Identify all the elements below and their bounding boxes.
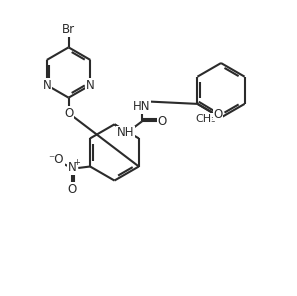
Text: N: N — [67, 162, 76, 174]
Text: NH: NH — [117, 126, 135, 139]
Text: O: O — [64, 107, 73, 120]
Text: O: O — [67, 183, 76, 196]
Text: N: N — [42, 79, 51, 91]
Text: O: O — [214, 108, 223, 121]
Text: Br: Br — [62, 23, 75, 36]
Text: HN: HN — [133, 100, 151, 113]
Text: N: N — [86, 79, 95, 91]
Text: +: + — [73, 158, 80, 168]
Text: ⁻O: ⁻O — [49, 153, 64, 166]
Text: CH₃: CH₃ — [195, 114, 216, 124]
Text: O: O — [157, 115, 167, 128]
